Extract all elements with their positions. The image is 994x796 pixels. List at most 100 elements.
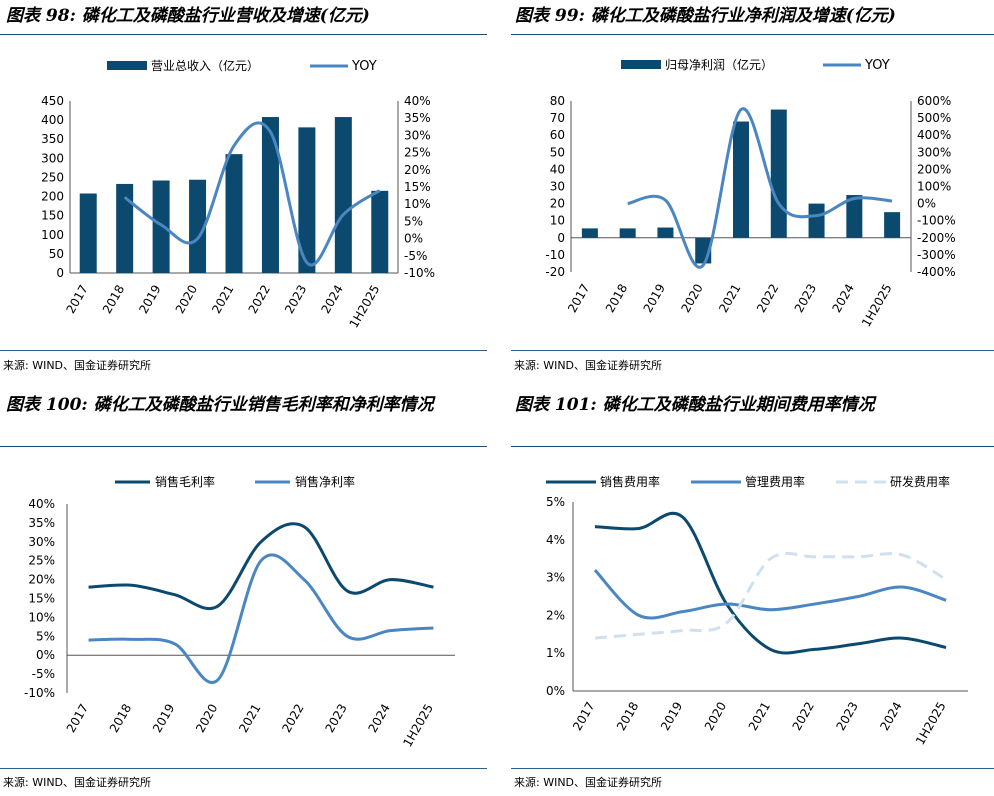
source-rule: [511, 350, 994, 351]
legend-swatch-bar: [107, 61, 147, 70]
y-tick-label: 3%: [546, 571, 565, 585]
y-tick-label: 50: [49, 247, 64, 261]
x-tick-label: 1H2025: [400, 702, 436, 750]
bar: [79, 193, 97, 273]
y-tick-label: 25%: [28, 554, 55, 568]
bar: [733, 121, 749, 238]
x-tick-label: 2022: [754, 282, 781, 315]
x-tick-label: 2023: [833, 700, 860, 733]
y-tick-label: 10%: [28, 610, 55, 624]
y-tick-label: 10: [550, 214, 565, 228]
legend-label: 销售净利率: [295, 474, 355, 489]
y2-tick-label: 40%: [404, 94, 431, 108]
x-tick-label: 2023: [322, 702, 349, 735]
legend-label: 营业总收入（亿元）: [151, 58, 259, 73]
y-tick-label: 40%: [28, 497, 55, 511]
y-tick-label: 200: [41, 190, 64, 204]
legend-label: YOY: [864, 58, 890, 73]
x-tick-label: 2017: [570, 700, 597, 733]
x-tick-label: 2022: [246, 283, 273, 316]
revenue-chart: 0 50 100 150 200 250 300 350 400 450 -10% -5% 0% 5% 10…: [41, 58, 435, 331]
y-tick-label: 450: [41, 94, 64, 108]
x-tick-label: 2024: [366, 702, 393, 735]
x-tick-label: 2021: [746, 700, 773, 733]
chart-title-net-profit: 图表 99: 磷化工及磷酸盐行业净利润及增速(亿元): [515, 6, 896, 26]
y-tick-label: 250: [41, 170, 64, 184]
bar: [225, 154, 243, 273]
source-note: 来源: WIND、国金证券研究所: [514, 359, 663, 372]
x-tick-label: 2018: [603, 282, 630, 315]
x-tick-label: 2018: [107, 702, 134, 735]
y2-tick-label: -200%: [917, 231, 956, 245]
chart-title-revenue: 图表 98: 磷化工及磷酸盐行业营收及增速(亿元): [6, 6, 370, 26]
title-rule: [511, 446, 994, 447]
legend-label: 销售费用率: [600, 474, 660, 489]
yoy-line: [123, 121, 381, 267]
bar: [770, 109, 787, 238]
chart-title-expense-ratios: 图表 101: 磷化工及磷酸盐行业期间费用率情况: [515, 395, 875, 415]
y-tick-label: 5%: [36, 629, 55, 643]
y-tick-label: 100: [41, 228, 64, 242]
title-rule: [0, 34, 487, 35]
x-tick-label: 2017: [565, 282, 592, 315]
y-tick-label: 5%: [546, 495, 565, 509]
y-tick-label: -5%: [32, 667, 55, 681]
y2-tick-label: 0%: [917, 197, 936, 211]
y-tick-label: 150: [41, 209, 64, 223]
x-tick-label: 2018: [100, 283, 127, 316]
source-rule: [511, 768, 994, 769]
y2-tick-label: 25%: [404, 146, 431, 160]
y2-tick-label: 200%: [917, 162, 951, 176]
y-tick-label: 60: [550, 128, 565, 142]
legend-label: YOY: [351, 59, 377, 74]
y2-tick-label: 15%: [404, 180, 431, 194]
y2-tick-label: 30%: [404, 128, 431, 142]
x-tick-label: 2024: [877, 700, 904, 733]
y-tick-label: 50: [550, 145, 565, 159]
legend-label: 管理费用率: [745, 474, 805, 489]
bar: [261, 117, 279, 273]
x-tick-label: 2019: [658, 700, 685, 733]
y-tick-label: 4%: [546, 533, 565, 547]
y2-tick-label: -5%: [404, 249, 427, 263]
x-tick-label: 2021: [236, 702, 263, 735]
source-rule: [0, 768, 487, 769]
y-tick-label: 40: [550, 162, 565, 176]
margins-chart: -10% -5% 0% 5% 10% 15% 20% 25% 30% 35% 40% 2017 2018…: [24, 474, 455, 750]
source-rule: [0, 350, 487, 351]
legend-label: 归母净利润（亿元）: [665, 57, 773, 72]
bar: [884, 212, 901, 238]
series-line: [594, 551, 947, 640]
source-note: 来源: WIND、国金证券研究所: [514, 776, 663, 789]
y-tick-label: 300: [41, 151, 64, 165]
series-line: [593, 568, 947, 620]
bar: [371, 190, 389, 273]
x-tick-label: 2021: [209, 283, 236, 316]
legend-label: 研发费用率: [890, 474, 950, 489]
series-line: [88, 522, 434, 610]
x-tick-label: 2019: [150, 702, 177, 735]
series-line: [594, 511, 947, 655]
y-tick-label: 70: [550, 111, 565, 125]
bar: [657, 227, 674, 238]
x-tick-label: 1H2025: [347, 283, 383, 331]
bar: [189, 179, 207, 273]
y2-tick-label: 600%: [917, 94, 951, 108]
x-tick-label: 2024: [830, 282, 857, 315]
source-note: 来源: WIND、国金证券研究所: [3, 359, 152, 372]
x-tick-label: 2019: [136, 283, 163, 316]
x-tick-label: 1H2025: [859, 282, 895, 330]
y-tick-label: 15%: [28, 592, 55, 606]
source-note: 来源: WIND、国金证券研究所: [3, 776, 152, 789]
y-tick-label: 1%: [546, 646, 565, 660]
y-tick-label: 20: [550, 197, 565, 211]
y-tick-label: -10%: [24, 686, 55, 700]
y2-tick-label: 5%: [404, 214, 423, 228]
y2-tick-label: -10%: [404, 266, 435, 280]
bar: [619, 228, 636, 238]
bar: [334, 117, 352, 273]
x-tick-label: 2020: [678, 282, 705, 315]
expense-ratios-chart: 0% 1% 2% 3% 4% 5% 2017 2018 2019 2020 2021 2022 2023…: [546, 474, 968, 747]
x-tick-label: 2017: [64, 702, 91, 735]
bar: [846, 195, 863, 238]
